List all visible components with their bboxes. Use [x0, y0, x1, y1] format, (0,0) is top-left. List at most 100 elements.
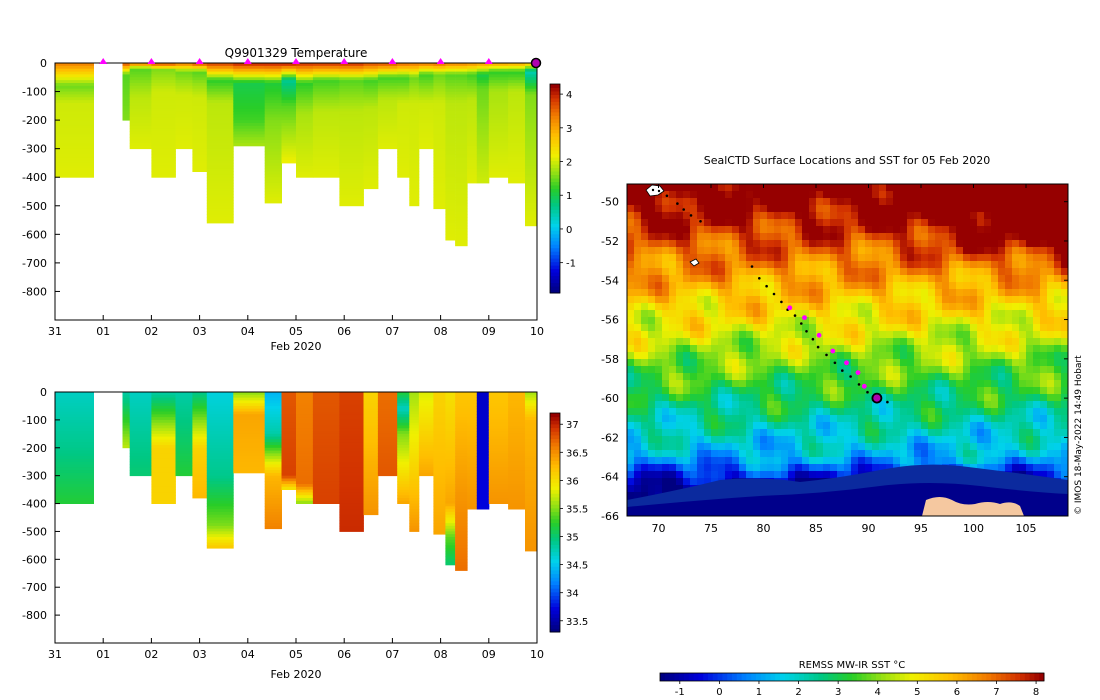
profile-cell: [55, 125, 94, 130]
profile-cell: [55, 151, 94, 155]
profile-cell: [476, 125, 490, 130]
sst-cell: [767, 212, 775, 220]
sst-cell: [1019, 226, 1027, 234]
profile-cell: [476, 168, 490, 172]
sst-cell: [795, 443, 803, 451]
profile-cell: [192, 134, 208, 138]
profile-cell: [55, 458, 94, 463]
profile-cell: [409, 88, 420, 92]
sst-cell: [914, 317, 922, 325]
sst-cell: [942, 457, 950, 465]
profile-cell: [281, 148, 297, 152]
profile-cell: [363, 403, 379, 407]
profile-cell: [445, 77, 456, 81]
profile-cell: [281, 425, 297, 429]
sst-cell: [991, 219, 999, 227]
profile-cell: [445, 559, 456, 563]
profile-cell: [508, 461, 526, 465]
profile-cell: [312, 464, 340, 468]
profile-cell: [151, 137, 176, 141]
sst-cell: [837, 408, 845, 416]
sst-cell: [1047, 394, 1055, 402]
sst-cell: [858, 268, 866, 276]
sst-cell: [662, 450, 670, 458]
profile-cell: [192, 405, 208, 410]
profile-cell: [339, 394, 364, 398]
sst-cell: [1047, 380, 1055, 388]
sst-cell: [627, 296, 635, 304]
sst-cell: [1047, 254, 1055, 262]
profile-cell: [409, 108, 420, 112]
sst-cell: [634, 380, 642, 388]
colorbar-swatch: [550, 279, 560, 284]
profile-cell: [418, 436, 434, 440]
sst-cell: [963, 191, 971, 199]
profile-cell: [418, 91, 434, 95]
profile-cell: [445, 537, 456, 541]
sst-cell: [984, 310, 992, 318]
profile-cell: [363, 140, 379, 144]
sst-cell: [662, 345, 670, 353]
sst-cell: [704, 345, 712, 353]
sst-cell: [1012, 436, 1020, 444]
x-tick-label: 09: [482, 325, 496, 338]
profile-cell: [445, 511, 456, 516]
sst-cell: [725, 219, 733, 227]
colorbar-swatch: [550, 104, 560, 109]
colorbar-swatch: [550, 544, 560, 549]
sst-cell: [837, 401, 845, 409]
profile-cell: [192, 85, 208, 90]
sst-cell: [795, 457, 803, 465]
profile-cell: [409, 114, 420, 118]
sst-cell: [753, 429, 761, 437]
sst-cell: [858, 415, 866, 423]
sst-cell: [767, 254, 775, 262]
profile-cell: [409, 486, 420, 490]
profile-cell: [264, 498, 282, 502]
sst-cell: [683, 254, 691, 262]
profile-cell: [264, 419, 282, 424]
sst-cell: [865, 359, 873, 367]
profile-cell: [409, 439, 420, 443]
profile-cell: [339, 481, 364, 485]
colorbar-swatch: [550, 577, 560, 582]
colorbar-swatch: [550, 205, 560, 210]
profile-cell: [264, 71, 282, 75]
sst-cell: [984, 254, 992, 262]
profile-cell: [122, 97, 131, 101]
sst-cell: [781, 401, 789, 409]
profile-cell: [455, 188, 468, 192]
sst-cell: [872, 359, 880, 367]
profile-cell: [281, 71, 297, 75]
profile-cell: [122, 108, 131, 112]
sst-cell: [907, 289, 915, 297]
sst-cell: [788, 226, 796, 234]
profile-cell: [206, 436, 234, 440]
sst-cell: [963, 338, 971, 346]
profile-cell: [175, 408, 193, 412]
sst-cell: [851, 198, 859, 206]
sst-cell: [991, 205, 999, 213]
sst-cell: [795, 450, 803, 458]
sst-cell: [991, 394, 999, 402]
profile-cell: [206, 431, 234, 435]
profile-cell: [433, 123, 446, 127]
sst-cell: [634, 331, 642, 339]
sst-cell: [718, 401, 726, 409]
profile-24: [488, 392, 509, 504]
profile-cell: [206, 140, 234, 144]
profile-cell: [55, 392, 94, 396]
profile-cell: [409, 475, 420, 479]
sst-cell: [1033, 296, 1041, 304]
profile-cell: [467, 461, 478, 465]
profile-cell: [312, 439, 340, 443]
sst-cell: [662, 338, 670, 346]
sst-cell: [970, 261, 978, 269]
sst-cell: [893, 443, 901, 451]
sst-cell: [900, 373, 908, 381]
colorbar-tick-label: 0: [566, 225, 572, 236]
sst-cell: [900, 401, 908, 409]
sst-cell: [872, 254, 880, 262]
profile-cell: [129, 88, 152, 92]
sst-cell: [1054, 331, 1062, 339]
